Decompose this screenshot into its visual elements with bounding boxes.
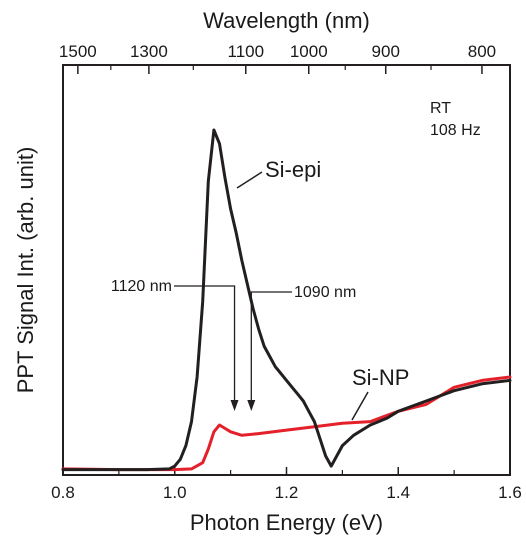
- top-tick-label: 800: [468, 42, 496, 61]
- x-tick-label: 1.4: [386, 483, 410, 502]
- si-np-leader: [351, 391, 369, 421]
- condition-text: RT: [430, 100, 451, 117]
- x-tick-label: 1.2: [275, 483, 299, 502]
- x-tick-label: 1.0: [163, 483, 187, 502]
- x-tick-label: 1.6: [498, 483, 522, 502]
- annotation-1120: 1120 nm: [111, 278, 172, 295]
- top-tick-label: 1300: [130, 42, 168, 61]
- si-epi-leader: [236, 171, 263, 189]
- annotation-1090: 1090 nm: [294, 284, 356, 301]
- annotation-1120-arrowhead: [230, 400, 239, 411]
- condition-text: 108 Hz: [430, 122, 481, 139]
- annotation-1090-arrowhead: [247, 400, 256, 411]
- series-line-si-epi: [61, 128, 512, 472]
- top-axis-title: Wavelength (nm): [203, 8, 370, 33]
- top-tick-label: 900: [372, 42, 400, 61]
- annotation-1120-arrow: [174, 285, 236, 402]
- series-label-si-np: Si-NP: [352, 365, 409, 390]
- x-axis-title: Photon Energy (eV): [190, 510, 383, 535]
- y-axis-title: PPT Signal Int. (arb. unit): [13, 147, 38, 394]
- series-line-si-np: [61, 375, 512, 472]
- top-tick-label: 1100: [228, 42, 265, 61]
- top-tick-label: 1000: [290, 42, 328, 61]
- series-label-si-epi: Si-epi: [265, 157, 321, 182]
- annotation-1090-arrow: [250, 291, 292, 402]
- x-tick-label: 0.8: [51, 483, 75, 502]
- top-tick-label: 1500: [59, 42, 97, 61]
